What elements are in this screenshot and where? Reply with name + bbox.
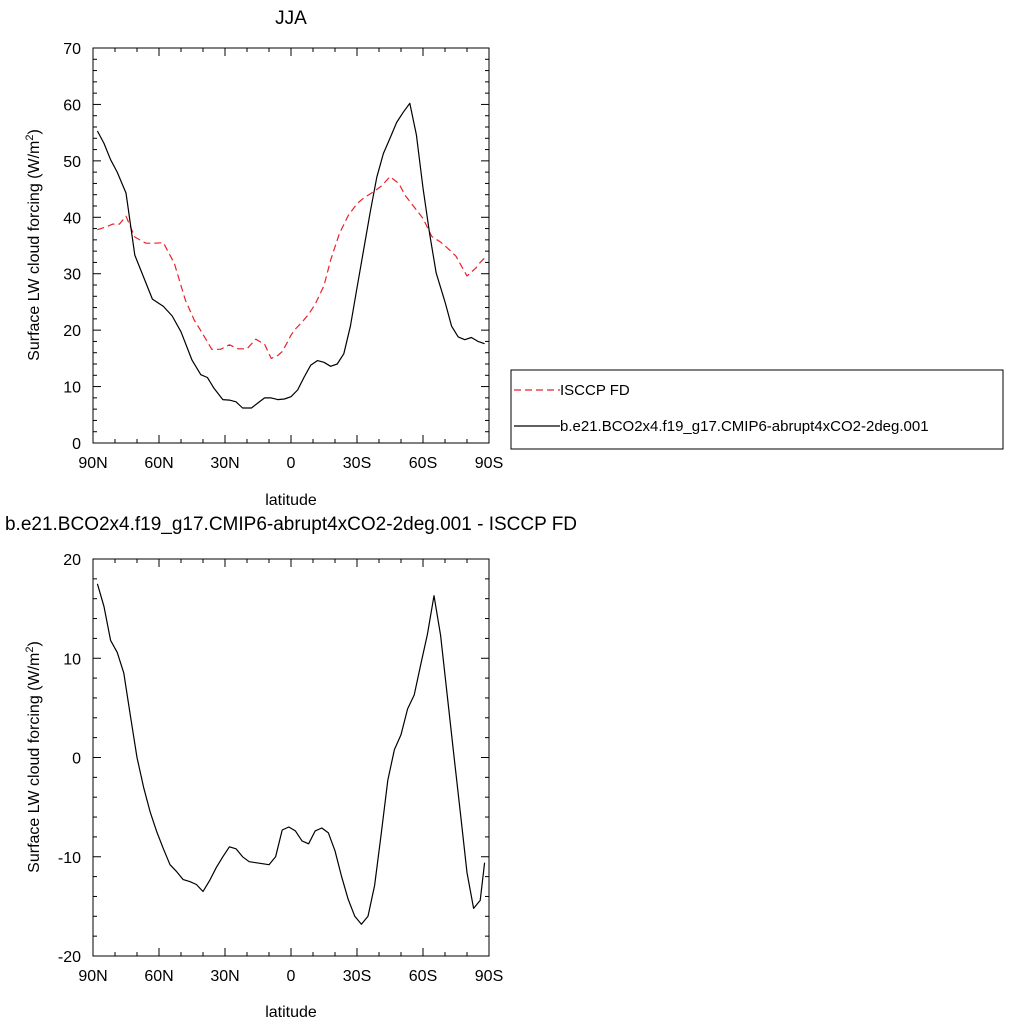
bottom-y-axis-label-superscript: 2 — [24, 646, 36, 652]
top-y-axis-label: Surface LW cloud forcing (W/m2) — [24, 129, 43, 361]
top-y-tick-label: 0 — [72, 436, 81, 453]
top-panel: JJA 90N 60N 30N 0 30S 60S 90S 0 10 20 30 40 50 60 70 l… — [24, 8, 503, 509]
bottom-y-tick-label: -10 — [58, 850, 81, 867]
bottom-y-axis-label-suffix: ) — [26, 641, 43, 646]
top-chart-title: JJA — [275, 8, 307, 29]
top-series-line-1 — [96, 102, 485, 409]
top-axis-ticks: 90N 60N 30N 0 30S 60S 90S 0 10 20 30 40 50 60 70 — [63, 41, 503, 472]
bottom-y-tick-label: 0 — [72, 751, 81, 768]
top-y-tick-label: 60 — [63, 97, 81, 114]
bottom-panel: b.e21.BCO2x4.f19_g17.CMIP6-abrupt4xCO2-2… — [5, 514, 577, 1021]
legend-label-isccp: ISCCP FD — [560, 382, 630, 399]
top-series-line-0 — [97, 176, 486, 359]
top-x-tick-label: 60N — [144, 455, 173, 472]
bottom-y-axis-label-text: Surface LW cloud forcing (W/m — [26, 653, 43, 873]
top-y-axis-label-superscript: 2 — [24, 134, 36, 140]
legend-box — [510, 369, 1004, 450]
bottom-plot-frame — [92, 558, 490, 957]
top-y-axis-label-suffix: ) — [26, 129, 43, 134]
bottom-series-line-0 — [96, 583, 486, 925]
bottom-x-tick-label: 60S — [409, 968, 437, 985]
top-x-tick-label: 30S — [343, 455, 371, 472]
top-y-tick-label: 20 — [63, 323, 81, 340]
bottom-axis-ticks: 90N 60N 30N 0 30S 60S 90S -20 -10 0 10 20 — [58, 552, 503, 985]
bottom-x-tick-label: 30N — [210, 968, 239, 985]
bottom-series-group — [96, 583, 486, 925]
top-plot-frame — [92, 47, 490, 444]
bottom-x-axis-label: latitude — [265, 1004, 317, 1021]
top-x-axis-label: latitude — [265, 492, 317, 509]
top-series-group — [96, 102, 486, 409]
top-x-tick-label: 90S — [475, 455, 503, 472]
bottom-x-tick-label: 60N — [144, 968, 173, 985]
top-y-tick-label: 50 — [63, 154, 81, 171]
bottom-y-tick-label: 10 — [63, 651, 81, 668]
bottom-x-tick-label: 30S — [343, 968, 371, 985]
top-x-tick-label: 60S — [409, 455, 437, 472]
top-y-axis-label-text: Surface LW cloud forcing (W/m — [26, 141, 43, 361]
top-y-tick-label: 10 — [63, 380, 81, 397]
bottom-y-tick-label: 20 — [63, 552, 81, 569]
top-y-tick-label: 70 — [63, 41, 81, 58]
top-x-tick-label: 90N — [78, 455, 107, 472]
bottom-chart-title: b.e21.BCO2x4.f19_g17.CMIP6-abrupt4xCO2-2… — [5, 514, 577, 535]
bottom-x-tick-label: 90S — [475, 968, 503, 985]
legend: ISCCP FD b.e21.BCO2x4.f19_g17.CMIP6-abru… — [510, 369, 1004, 450]
bottom-y-tick-label: -20 — [58, 949, 81, 966]
top-x-tick-label: 30N — [210, 455, 239, 472]
bottom-x-tick-label: 90N — [78, 968, 107, 985]
top-y-tick-label: 40 — [63, 210, 81, 227]
top-y-tick-label: 30 — [63, 267, 81, 284]
top-x-tick-label: 0 — [287, 455, 296, 472]
bottom-x-tick-label: 0 — [287, 968, 296, 985]
bottom-y-axis-label: Surface LW cloud forcing (W/m2) — [24, 641, 43, 873]
legend-label-model: b.e21.BCO2x4.f19_g17.CMIP6-abrupt4xCO2-2… — [560, 418, 929, 435]
